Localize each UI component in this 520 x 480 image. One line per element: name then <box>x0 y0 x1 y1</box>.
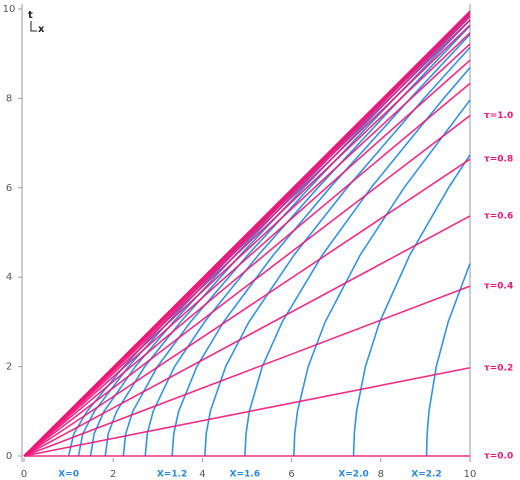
curve <box>425 263 471 457</box>
x-tick-label: 10 <box>464 469 477 480</box>
curve <box>23 10 471 457</box>
x-tick-label: 6 <box>288 469 294 480</box>
x-tick-label: 8 <box>378 469 384 480</box>
y-tick-label: 6 <box>6 183 12 194</box>
curve <box>23 158 471 457</box>
curve <box>23 215 471 457</box>
curve <box>23 59 471 457</box>
line-label: τ=0.6 <box>484 211 513 221</box>
y-tick-label: 0 <box>6 451 12 462</box>
y-tick-label: 2 <box>6 362 12 373</box>
curve <box>23 114 471 457</box>
y-tick-label: 8 <box>6 93 12 104</box>
curve-label: X=1.2 <box>157 470 187 480</box>
curve-label: X=0 <box>58 470 79 480</box>
curve <box>204 46 471 457</box>
x-tick-label: 0 <box>21 469 27 480</box>
y-tick-label: 10 <box>3 4 16 15</box>
curve <box>23 366 471 457</box>
curve <box>144 25 471 457</box>
curve-label: X=2.0 <box>338 470 368 480</box>
x-tick-label: 2 <box>110 469 116 480</box>
y-axis-label: t <box>28 10 33 21</box>
y-tick-label: 4 <box>6 272 12 283</box>
curve <box>104 15 471 457</box>
x-axis-label: x <box>38 24 45 35</box>
curve-label: X=1.6 <box>230 470 260 480</box>
line-label: τ=0.8 <box>484 155 513 165</box>
line-label: τ=0.0 <box>484 452 513 462</box>
curve <box>122 19 471 457</box>
curve <box>352 154 471 457</box>
curve <box>293 99 471 457</box>
curve <box>23 32 471 457</box>
curve-label: X=2.2 <box>411 470 441 480</box>
axis-frame <box>21 4 471 462</box>
line-label: τ=0.4 <box>484 282 513 292</box>
axis-key <box>30 21 37 32</box>
line-label: τ=0.2 <box>484 363 513 373</box>
curve <box>23 285 471 457</box>
curve <box>89 13 471 457</box>
curve <box>23 82 471 457</box>
curve <box>23 43 471 457</box>
line-label: τ=1.0 <box>484 111 513 121</box>
curve <box>244 67 471 457</box>
x-tick-label: 4 <box>199 469 205 480</box>
